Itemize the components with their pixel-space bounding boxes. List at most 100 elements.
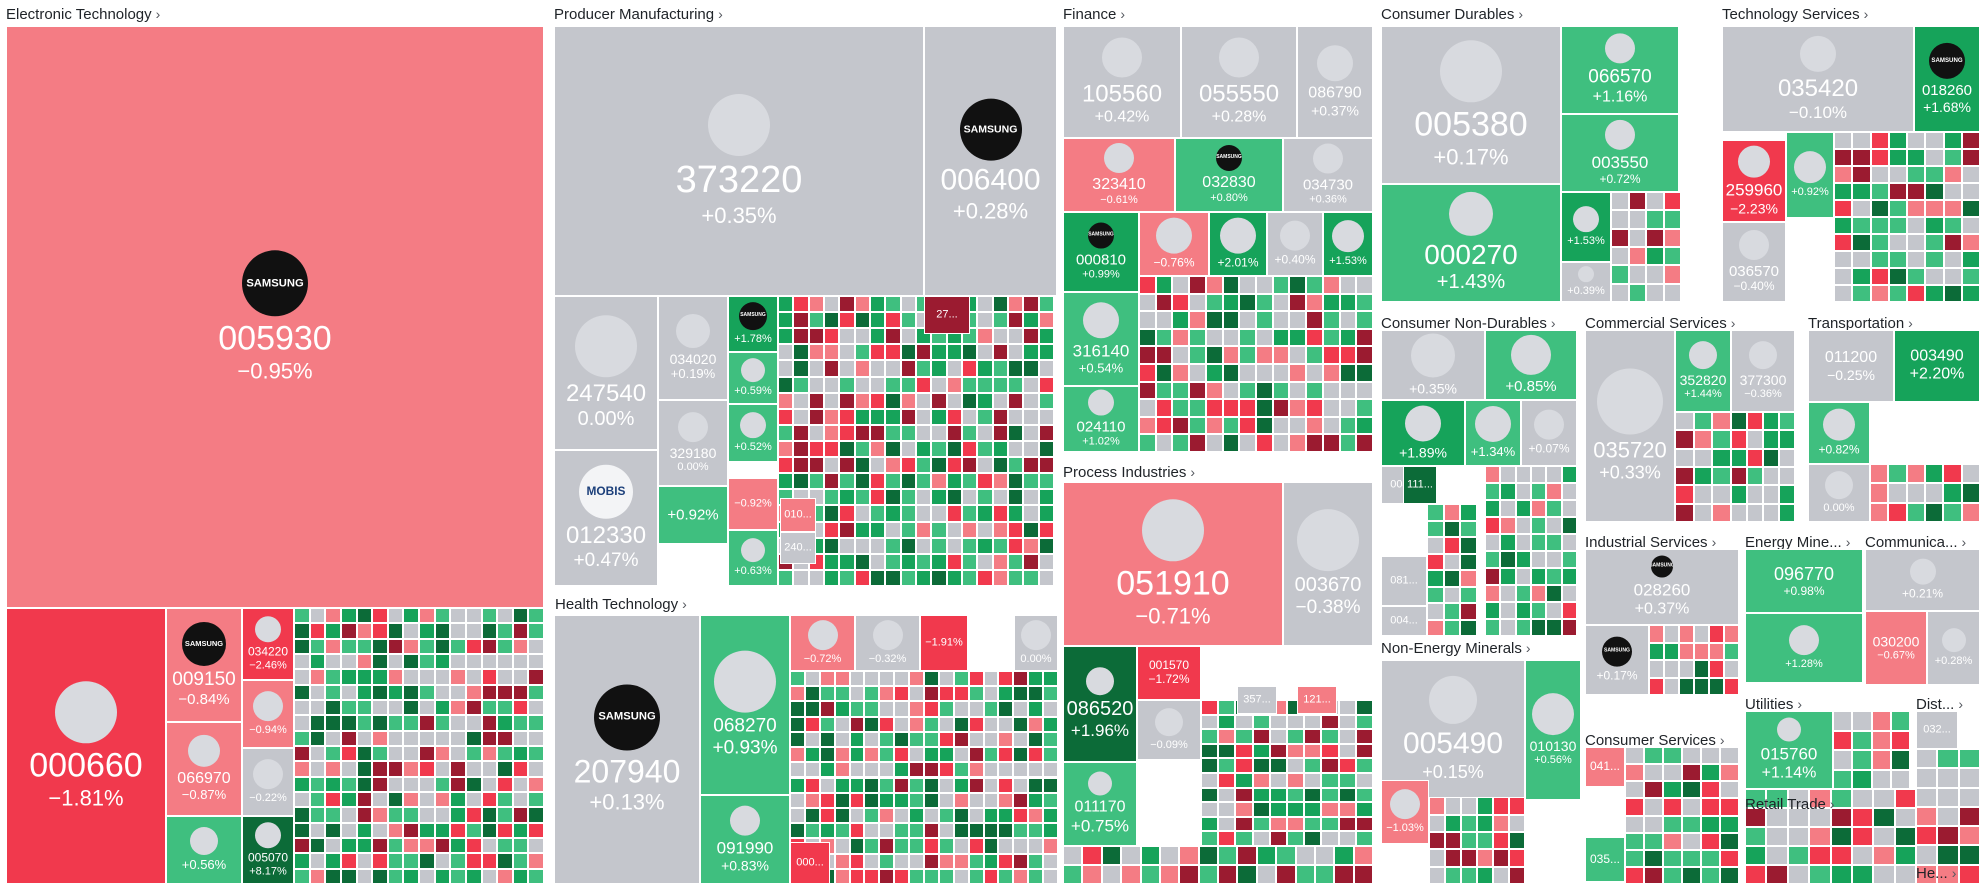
minor-stock-cell[interactable] <box>450 623 466 639</box>
minor-stock-cell[interactable] <box>1747 448 1763 467</box>
minor-stock-cell[interactable] <box>1485 483 1501 500</box>
minor-stock-cell[interactable] <box>434 654 451 670</box>
minor-stock-cell[interactable] <box>1306 434 1323 452</box>
minor-stock-cell[interactable] <box>1830 846 1852 865</box>
minor-stock-cell[interactable] <box>946 424 962 441</box>
minor-stock-cell[interactable] <box>1958 826 1980 846</box>
minor-stock-cell[interactable] <box>1851 827 1874 846</box>
minor-stock-cell[interactable] <box>916 473 932 490</box>
minor-stock-cell[interactable] <box>325 746 341 762</box>
minor-stock-cell[interactable] <box>854 392 870 409</box>
minor-stock-cell[interactable] <box>528 776 544 792</box>
minor-stock-cell[interactable] <box>998 823 1014 839</box>
minor-stock-cell[interactable] <box>968 807 984 824</box>
minor-stock-cell[interactable] <box>992 569 1008 586</box>
minor-stock-cell[interactable] <box>1787 865 1810 884</box>
minor-stock-cell[interactable] <box>885 489 901 506</box>
minor-stock-cell[interactable] <box>916 344 932 361</box>
minor-stock-cell[interactable] <box>1731 412 1747 431</box>
minor-stock-cell[interactable] <box>916 441 932 458</box>
minor-stock-cell[interactable] <box>325 608 341 624</box>
minor-stock-cell[interactable] <box>864 747 880 763</box>
minor-stock-cell[interactable] <box>1628 247 1646 266</box>
minor-stock-cell[interactable] <box>870 360 886 377</box>
minor-stock-cell[interactable] <box>497 700 513 716</box>
minor-stock-cell[interactable] <box>1201 729 1219 744</box>
minor-stock-cell[interactable] <box>497 715 513 731</box>
minor-stock-cell[interactable] <box>1644 798 1663 816</box>
minor-stock-cell[interactable] <box>1189 381 1206 400</box>
minor-stock-cell[interactable] <box>387 776 404 792</box>
minor-stock-cell[interactable] <box>968 868 984 884</box>
minor-stock-cell[interactable] <box>1477 797 1493 815</box>
minor-stock-cell[interactable] <box>1709 677 1724 695</box>
minor-stock-cell[interactable] <box>1682 866 1701 884</box>
minor-stock-cell[interactable] <box>1485 551 1501 568</box>
minor-stock-cell[interactable] <box>1546 483 1562 500</box>
minor-stock-cell[interactable] <box>894 701 910 717</box>
minor-stock-cell[interactable] <box>1023 457 1039 474</box>
minor-stock-cell[interactable] <box>870 473 886 490</box>
stock-tile[interactable]: SAMSUNG 000810 +0.99% <box>1063 212 1139 292</box>
minor-stock-cell[interactable] <box>1485 619 1501 636</box>
minor-stock-cell[interactable] <box>931 521 947 538</box>
minor-stock-cell[interactable] <box>819 792 835 808</box>
minor-stock-cell[interactable] <box>1493 866 1509 884</box>
minor-stock-cell[interactable] <box>1477 849 1493 867</box>
minor-stock-cell[interactable] <box>309 684 326 700</box>
minor-stock-cell[interactable] <box>1139 311 1156 329</box>
minor-stock-cell[interactable] <box>924 701 939 717</box>
minor-stock-cell[interactable] <box>1870 200 1889 217</box>
minor-stock-cell[interactable] <box>1038 569 1054 586</box>
minor-stock-cell[interactable] <box>1646 210 1664 229</box>
minor-stock-cell[interactable] <box>854 489 870 506</box>
minor-stock-cell[interactable] <box>879 747 895 763</box>
minor-stock-cell[interactable] <box>885 569 901 586</box>
minor-stock-cell[interactable] <box>1023 376 1039 393</box>
minor-stock-cell[interactable] <box>340 868 357 884</box>
minor-stock-cell[interactable] <box>1747 485 1763 504</box>
minor-stock-cell[interactable] <box>372 684 388 700</box>
minor-stock-cell[interactable] <box>834 792 850 808</box>
minor-stock-cell[interactable] <box>1873 808 1895 827</box>
minor-stock-cell[interactable] <box>962 505 978 522</box>
minor-stock-cell[interactable] <box>1321 802 1339 817</box>
minor-stock-cell[interactable] <box>790 762 805 778</box>
minor-stock-cell[interactable] <box>1712 467 1731 486</box>
minor-stock-cell[interactable] <box>900 408 916 425</box>
minor-stock-cell[interactable] <box>1289 276 1307 294</box>
minor-stock-cell[interactable] <box>1205 276 1223 294</box>
minor-stock-cell[interactable] <box>528 838 544 854</box>
minor-stock-cell[interactable] <box>1235 816 1253 832</box>
minor-stock-cell[interactable] <box>1720 798 1739 816</box>
minor-stock-cell[interactable] <box>879 792 895 808</box>
minor-stock-cell[interactable] <box>1724 625 1739 643</box>
minor-stock-cell[interactable] <box>849 853 865 869</box>
minor-stock-cell[interactable] <box>1222 416 1240 435</box>
minor-stock-cell[interactable] <box>1235 831 1253 846</box>
minor-stock-cell[interactable] <box>790 792 805 808</box>
minor-stock-cell[interactable] <box>968 747 984 763</box>
minor-stock-cell[interactable] <box>294 807 310 823</box>
minor-stock-cell[interactable] <box>465 654 482 670</box>
minor-stock-cell[interactable] <box>1852 268 1871 285</box>
minor-stock-cell[interactable] <box>1907 285 1926 302</box>
minor-stock-cell[interactable] <box>1663 764 1682 782</box>
minor-stock-cell[interactable] <box>1709 660 1724 678</box>
minor-stock-cell[interactable] <box>1205 381 1223 400</box>
minor-stock-cell[interactable] <box>1239 364 1256 382</box>
minor-stock-cell[interactable] <box>1013 868 1029 884</box>
minor-stock-cell[interactable] <box>419 700 435 716</box>
minor-stock-cell[interactable] <box>387 868 404 884</box>
minor-stock-cell[interactable] <box>824 489 840 506</box>
minor-stock-cell[interactable] <box>309 853 326 869</box>
minor-stock-cell[interactable] <box>946 537 962 554</box>
minor-stock-cell[interactable] <box>1663 192 1681 211</box>
minor-stock-cell[interactable] <box>808 424 824 441</box>
minor-stock-cell[interactable] <box>419 853 435 869</box>
minor-stock-cell[interactable] <box>1625 866 1644 884</box>
minor-stock-cell[interactable] <box>1958 749 1980 769</box>
minor-stock-cell[interactable] <box>1038 408 1054 425</box>
minor-stock-cell[interactable] <box>839 296 855 313</box>
minor-stock-cell[interactable] <box>916 537 932 554</box>
